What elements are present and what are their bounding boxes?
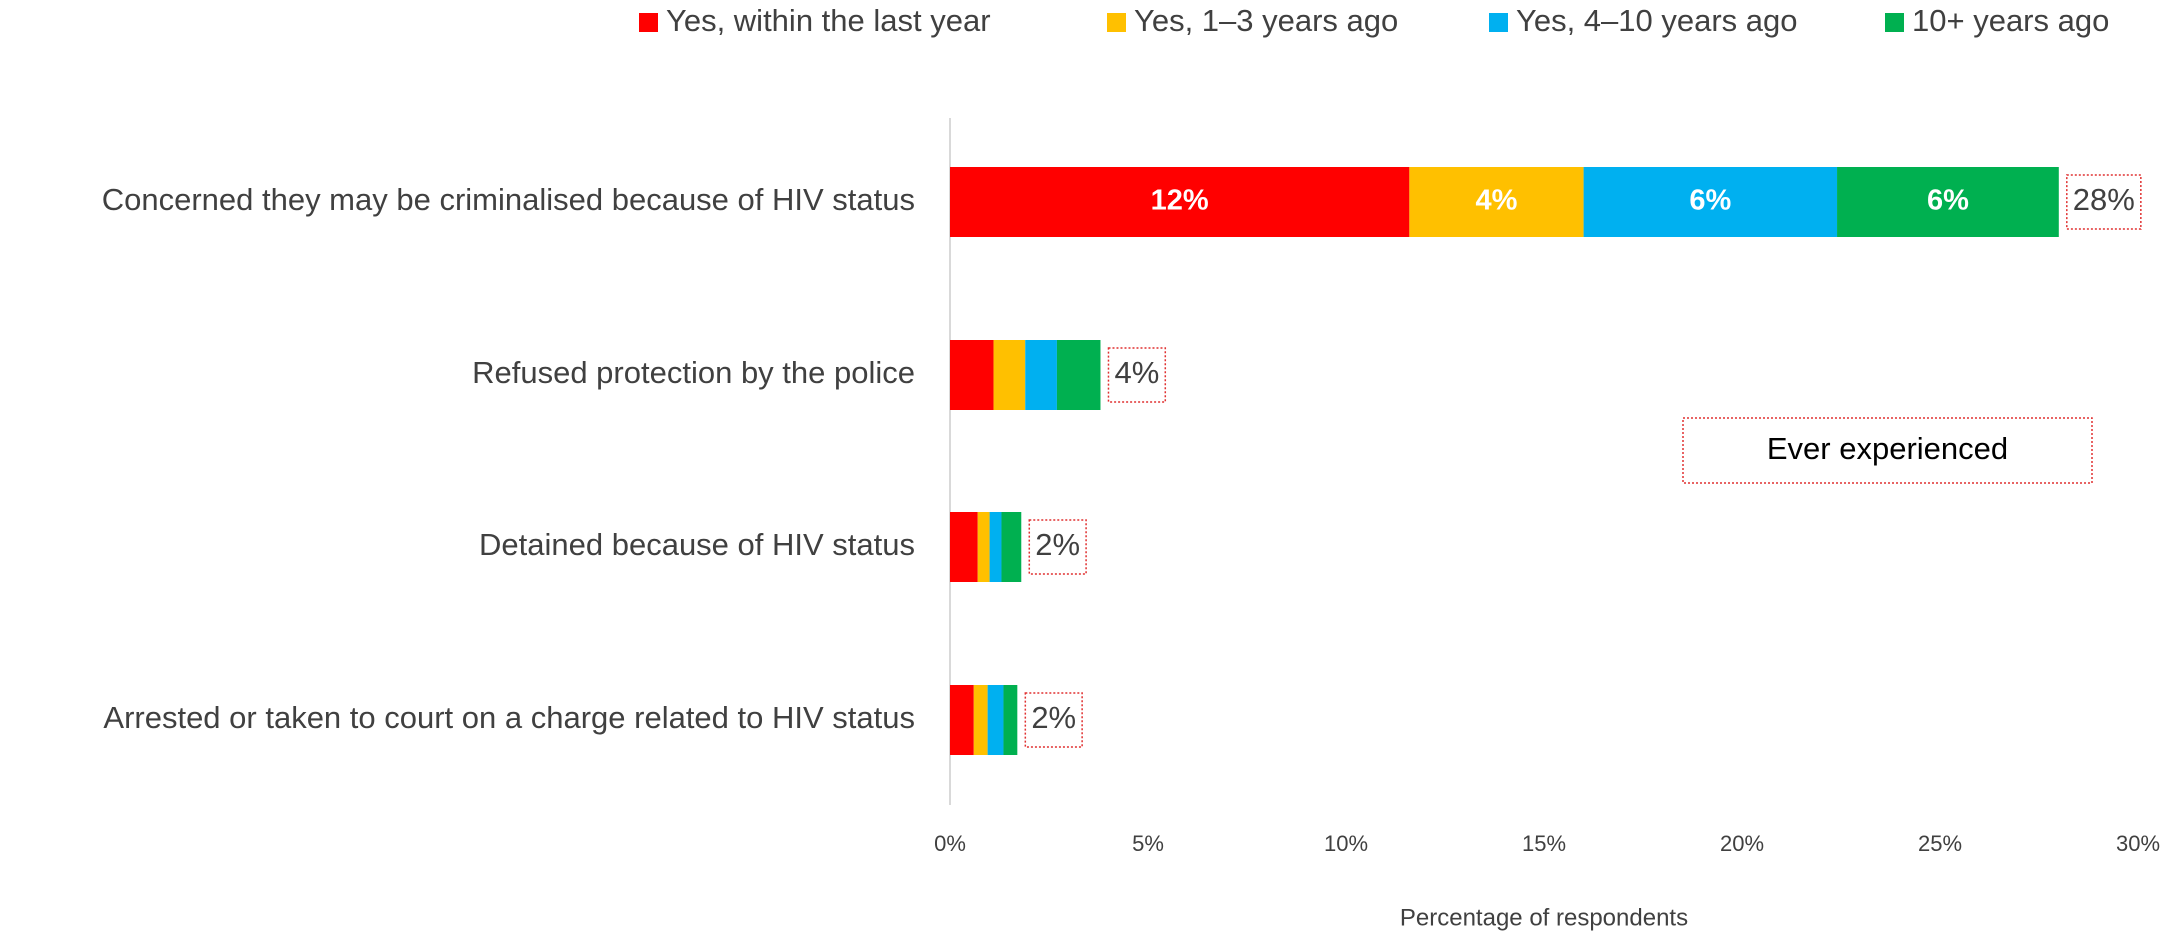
category-label: Arrested or taken to court on a charge r…: [103, 700, 915, 735]
x-tick-label: 25%: [1918, 831, 1962, 856]
bar-segment: [950, 167, 1410, 237]
total-label: 2%: [1035, 527, 1080, 562]
x-tick-label: 10%: [1324, 831, 1368, 856]
x-tick-label: 30%: [2116, 831, 2160, 856]
bar-value-label: 6%: [1689, 185, 1731, 217]
bar-segment: [1003, 685, 1018, 755]
bar-value-label: 6%: [1927, 185, 1969, 217]
category-label: Refused protection by the police: [472, 355, 915, 390]
legend-label: Yes, 1–3 years ago: [1134, 3, 1398, 38]
legend-label: Yes, within the last year: [666, 3, 991, 38]
total-label: 4%: [1114, 355, 1159, 390]
legend-swatch: [1885, 13, 1904, 32]
total-label-box: [1107, 347, 1167, 403]
legend-swatch: [639, 13, 658, 32]
bar-segment: [977, 512, 990, 582]
bar-segment: [987, 685, 1004, 755]
bar-segment: [1001, 512, 1022, 582]
x-tick-label: 20%: [1720, 831, 1764, 856]
category-label: Concerned they may be criminalised becau…: [102, 182, 915, 217]
bar-value-label: 12%: [1151, 185, 1209, 217]
total-label: 28%: [2073, 182, 2135, 217]
bar-segment: [1056, 340, 1101, 410]
annotation: Ever experienced: [1767, 431, 2008, 466]
x-tick-label: 5%: [1132, 831, 1164, 856]
total-label-box: [1024, 692, 1083, 748]
bar-segment: [993, 340, 1026, 410]
bar-value-label: 4%: [1476, 185, 1518, 217]
bar-segment: [1025, 340, 1057, 410]
bar-segment: [1583, 167, 1838, 237]
legend-swatch: [1489, 13, 1508, 32]
total-label-box: [2066, 174, 2142, 230]
legend-swatch: [1107, 13, 1126, 32]
legend-label: 10+ years ago: [1912, 3, 2109, 38]
total-label-box: [1028, 519, 1087, 575]
bar-segment: [950, 685, 974, 755]
bar-segment: [1409, 167, 1584, 237]
x-tick-label: 0%: [934, 831, 966, 856]
bar-segment: [973, 685, 988, 755]
x-axis-title: Percentage of respondents: [1400, 904, 1688, 931]
annotation-box: [1682, 417, 2093, 484]
bar-segment: [1837, 167, 2059, 237]
category-label: Detained because of HIV status: [479, 527, 915, 562]
bar-segment: [950, 512, 978, 582]
bar-segment: [989, 512, 1002, 582]
total-label: 2%: [1031, 700, 1076, 735]
bar-segment: [950, 340, 994, 410]
legend-label: Yes, 4–10 years ago: [1516, 3, 1798, 38]
x-tick-label: 15%: [1522, 831, 1566, 856]
